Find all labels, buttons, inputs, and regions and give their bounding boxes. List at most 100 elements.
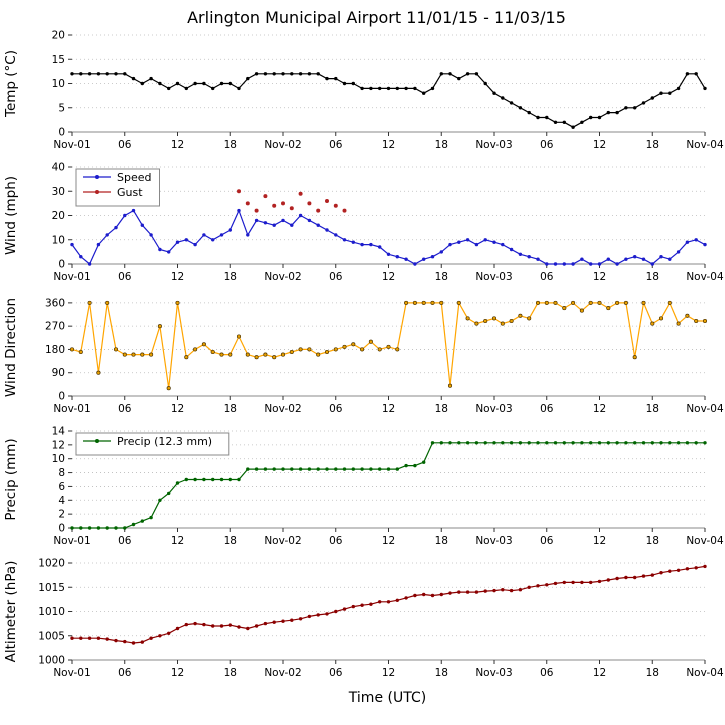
svg-text:Nov-01: Nov-01 <box>53 139 90 151</box>
svg-text:20: 20 <box>52 30 65 42</box>
svg-text:06: 06 <box>118 271 132 283</box>
svg-text:06: 06 <box>118 667 132 679</box>
svg-text:1015: 1015 <box>38 582 65 594</box>
svg-text:12: 12 <box>382 403 395 415</box>
svg-text:6: 6 <box>58 481 65 493</box>
svg-text:06: 06 <box>118 139 132 151</box>
svg-text:Nov-04: Nov-04 <box>686 535 724 547</box>
svg-text:12: 12 <box>593 271 606 283</box>
svg-text:18: 18 <box>646 535 659 547</box>
svg-text:18: 18 <box>646 667 659 679</box>
chart-panel-svg: 1000 1005 1010 1015 1020 Nov-01 06 12 18 Nov-02 06… <box>3 558 724 680</box>
svg-text:12: 12 <box>382 271 395 283</box>
svg-text:10: 10 <box>52 78 65 90</box>
svg-text:Nov-04: Nov-04 <box>686 667 724 679</box>
svg-text:06: 06 <box>118 535 132 547</box>
svg-text:Nov-03: Nov-03 <box>475 271 512 283</box>
svg-text:Nov-03: Nov-03 <box>475 535 512 547</box>
svg-text:Precip (mm): Precip (mm) <box>3 438 19 520</box>
svg-text:Precip (12.3 mm): Precip (12.3 mm) <box>117 435 212 448</box>
chart-panel: 1000 1005 1010 1015 1020 Nov-01 06 12 18 Nov-02 06… <box>0 558 725 690</box>
svg-text:20: 20 <box>52 210 65 222</box>
svg-text:1020: 1020 <box>38 558 65 570</box>
svg-text:12: 12 <box>382 139 395 151</box>
svg-text:14: 14 <box>52 426 66 438</box>
legend: Speed Gust <box>75 168 160 207</box>
svg-text:12: 12 <box>593 403 606 415</box>
chart-panel-svg: 0 5 10 15 20 Nov-01 06 12 18 Nov-02 06 12 18 Nov-03 06… <box>3 30 724 152</box>
svg-text:1005: 1005 <box>38 630 65 642</box>
chart-panel: 0 5 10 15 20 Nov-01 06 12 18 Nov-02 06 12 18 Nov-03 06… <box>0 30 725 162</box>
svg-text:12: 12 <box>171 535 184 547</box>
svg-text:18: 18 <box>435 535 448 547</box>
svg-text:06: 06 <box>329 139 343 151</box>
svg-text:18: 18 <box>224 271 237 283</box>
svg-text:Nov-04: Nov-04 <box>686 271 724 283</box>
legend: Precip (12.3 mm) <box>75 432 230 456</box>
svg-text:10: 10 <box>52 234 65 246</box>
chart-panel: 0 10 20 30 40 Nov-01 06 12 18 Nov-02 06 12 18 Nov-03 0… <box>0 162 725 294</box>
svg-text:Wind Direction: Wind Direction <box>3 298 19 397</box>
svg-text:06: 06 <box>329 271 343 283</box>
svg-text:18: 18 <box>224 403 237 415</box>
svg-text:12: 12 <box>382 667 395 679</box>
svg-text:1010: 1010 <box>38 606 65 618</box>
chart-panel: 0 90 180 270 360 Nov-01 06 12 18 Nov-02 06 12 18 Nov-… <box>0 294 725 426</box>
svg-text:Nov-02: Nov-02 <box>264 403 301 415</box>
svg-text:18: 18 <box>435 403 448 415</box>
chart-panel-svg: 0 90 180 270 360 Nov-01 06 12 18 Nov-02 06 12 18 Nov-… <box>3 297 724 415</box>
svg-text:Nov-04: Nov-04 <box>686 403 724 415</box>
svg-text:Nov-03: Nov-03 <box>475 667 512 679</box>
svg-text:06: 06 <box>118 403 132 415</box>
svg-text:12: 12 <box>171 271 184 283</box>
svg-text:06: 06 <box>540 139 554 151</box>
svg-text:18: 18 <box>646 139 659 151</box>
svg-text:Nov-01: Nov-01 <box>53 403 90 415</box>
svg-text:Gust: Gust <box>117 186 143 199</box>
svg-text:12: 12 <box>52 439 65 451</box>
svg-text:0: 0 <box>58 391 65 403</box>
svg-text:0: 0 <box>58 259 65 271</box>
svg-text:06: 06 <box>329 535 343 547</box>
svg-text:Nov-03: Nov-03 <box>475 403 512 415</box>
svg-text:Nov-01: Nov-01 <box>53 271 90 283</box>
svg-text:12: 12 <box>593 667 606 679</box>
svg-text:270: 270 <box>45 321 65 333</box>
svg-text:30: 30 <box>52 186 65 198</box>
svg-text:18: 18 <box>646 271 659 283</box>
svg-text:Nov-02: Nov-02 <box>264 535 301 547</box>
svg-text:40: 40 <box>52 162 65 174</box>
svg-text:18: 18 <box>224 667 237 679</box>
svg-text:12: 12 <box>171 667 184 679</box>
svg-text:06: 06 <box>329 667 343 679</box>
svg-text:360: 360 <box>45 297 65 309</box>
svg-text:06: 06 <box>540 271 554 283</box>
svg-text:06: 06 <box>540 667 554 679</box>
svg-text:Temp (°C): Temp (°C) <box>3 50 19 118</box>
svg-text:06: 06 <box>540 535 554 547</box>
svg-text:Nov-02: Nov-02 <box>264 667 301 679</box>
svg-text:12: 12 <box>593 535 606 547</box>
svg-text:Nov-02: Nov-02 <box>264 139 301 151</box>
svg-text:Speed: Speed <box>117 171 151 184</box>
svg-text:Nov-04: Nov-04 <box>686 139 724 151</box>
svg-text:Nov-02: Nov-02 <box>264 271 301 283</box>
svg-text:18: 18 <box>435 667 448 679</box>
svg-text:12: 12 <box>171 403 184 415</box>
x-axis-label: Time (UTC) <box>348 690 427 706</box>
svg-text:2: 2 <box>58 509 65 521</box>
svg-text:18: 18 <box>224 139 237 151</box>
svg-text:18: 18 <box>224 535 237 547</box>
svg-text:180: 180 <box>45 344 65 356</box>
svg-text:06: 06 <box>329 403 343 415</box>
svg-text:18: 18 <box>435 139 448 151</box>
svg-text:12: 12 <box>593 139 606 151</box>
svg-text:10: 10 <box>52 453 65 465</box>
svg-text:Wind (mph): Wind (mph) <box>3 176 19 255</box>
chart-panel: 0 2 4 6 8 10 12 14 Nov-01 06 12 18 Nov-02 06 12 18 Nov-0… <box>0 426 725 558</box>
svg-text:12: 12 <box>382 535 395 547</box>
svg-text:1000: 1000 <box>38 655 65 667</box>
svg-text:0: 0 <box>58 127 65 139</box>
